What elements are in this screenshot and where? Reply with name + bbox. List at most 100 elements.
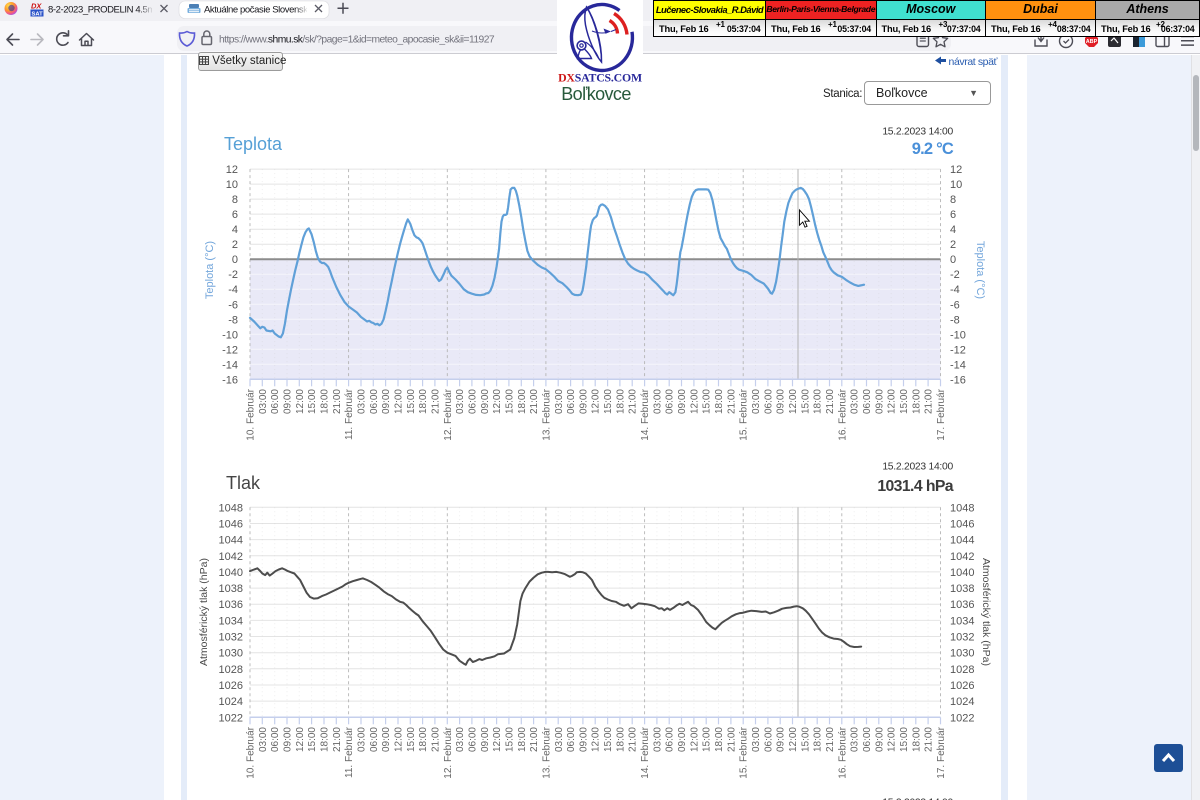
svg-text:03:00: 03:00 (258, 727, 269, 752)
svg-text:09:00: 09:00 (578, 727, 589, 752)
svg-text:1042: 1042 (219, 551, 243, 563)
svg-text:-12: -12 (950, 344, 966, 356)
svg-text:-6: -6 (950, 299, 960, 311)
svg-text:Aktuálne počasie Slovensko - t: Aktuálne počasie Slovensko - tabu (204, 5, 337, 16)
svg-text:18:00: 18:00 (714, 727, 725, 752)
svg-text:03:00: 03:00 (652, 727, 663, 752)
svg-text:11. Február: 11. Február (344, 388, 355, 440)
svg-text:18:00: 18:00 (714, 389, 725, 414)
svg-text:15. Február: 15. Február (739, 726, 750, 778)
svg-text:2: 2 (950, 239, 956, 251)
svg-text:09:00: 09:00 (776, 389, 787, 414)
svg-text:18:00: 18:00 (615, 389, 626, 414)
svg-text:14. Február: 14. Február (640, 388, 651, 440)
svg-text:14. Február: 14. Február (640, 726, 651, 778)
svg-text:12:00: 12:00 (788, 389, 799, 414)
svg-text:Teplota (°C): Teplota (°C) (974, 241, 986, 299)
svg-text:-16: -16 (222, 374, 238, 386)
svg-text:1032: 1032 (950, 632, 974, 644)
svg-text:https://www.shmu.sk/sk/?page=1: https://www.shmu.sk/sk/?page=1&id=meteo_… (219, 34, 495, 45)
svg-text:Teplota: Teplota (224, 134, 283, 154)
svg-text:15:00: 15:00 (702, 727, 713, 752)
svg-text:03:00: 03:00 (652, 389, 663, 414)
svg-text:-14: -14 (222, 359, 238, 371)
svg-text:10: 10 (226, 179, 238, 191)
svg-text:1048: 1048 (950, 502, 974, 514)
svg-text:03:00: 03:00 (455, 727, 466, 752)
svg-text:15:00: 15:00 (603, 389, 614, 414)
svg-text:13. Február: 13. Február (541, 726, 552, 778)
svg-text:2: 2 (232, 239, 238, 251)
svg-text:9.2 °C: 9.2 °C (912, 140, 954, 158)
svg-text:10. Február: 10. Február (246, 726, 257, 778)
svg-text:15:00: 15:00 (800, 727, 811, 752)
svg-text:09:00: 09:00 (480, 727, 491, 752)
svg-text:06:00: 06:00 (467, 389, 478, 414)
svg-text:Atmosférický tlak (hPa): Atmosférický tlak (hPa) (980, 558, 992, 666)
svg-text:03:00: 03:00 (554, 389, 565, 414)
svg-text:18:00: 18:00 (813, 727, 824, 752)
svg-text:1024: 1024 (950, 696, 974, 708)
svg-text:15.2.2023 14:00: 15.2.2023 14:00 (882, 127, 953, 138)
svg-text:06:00: 06:00 (566, 389, 577, 414)
svg-text:15:00: 15:00 (504, 389, 515, 414)
svg-text:03:00: 03:00 (751, 727, 762, 752)
svg-text:18:00: 18:00 (911, 727, 922, 752)
svg-text:09:00: 09:00 (283, 727, 294, 752)
svg-text:12:00: 12:00 (492, 389, 503, 414)
svg-text:1046: 1046 (950, 519, 974, 531)
svg-text:1026: 1026 (950, 680, 974, 692)
svg-text:1046: 1046 (219, 519, 243, 531)
svg-text:12:00: 12:00 (295, 727, 306, 752)
svg-text:1031.4 hPa: 1031.4 hPa (877, 478, 953, 495)
svg-text:15:00: 15:00 (307, 727, 318, 752)
svg-text:15:00: 15:00 (406, 389, 417, 414)
svg-text:06:00: 06:00 (665, 727, 676, 752)
svg-text:8: 8 (232, 194, 238, 206)
svg-text:12. Február: 12. Február (443, 388, 454, 440)
svg-text:1024: 1024 (219, 696, 243, 708)
svg-text:-2: -2 (950, 269, 960, 281)
svg-text:8-2-2023_PRODELIN 4.5m/PROVIN: 8-2-2023_PRODELIN 4.5m/PROVIN (48, 5, 192, 16)
svg-text:15:00: 15:00 (899, 389, 910, 414)
svg-text:21:00: 21:00 (430, 727, 441, 752)
svg-text:21:00: 21:00 (628, 389, 639, 414)
svg-text:21:00: 21:00 (825, 389, 836, 414)
svg-text:15:00: 15:00 (603, 727, 614, 752)
svg-text:06:00: 06:00 (862, 389, 873, 414)
svg-text:12. Február: 12. Február (443, 726, 454, 778)
svg-text:09:00: 09:00 (874, 389, 885, 414)
svg-text:03:00: 03:00 (357, 727, 368, 752)
svg-text:12:00: 12:00 (591, 727, 602, 752)
svg-text:15:00: 15:00 (406, 727, 417, 752)
svg-text:21:00: 21:00 (332, 389, 343, 414)
svg-text:18:00: 18:00 (615, 727, 626, 752)
svg-text:-4: -4 (228, 284, 238, 296)
svg-text:03:00: 03:00 (850, 727, 861, 752)
svg-text:Tlak: Tlak (226, 473, 261, 493)
svg-text:-4: -4 (950, 284, 960, 296)
svg-text:21:00: 21:00 (726, 727, 737, 752)
svg-text:18:00: 18:00 (911, 389, 922, 414)
svg-text:12:00: 12:00 (394, 389, 405, 414)
svg-text:15.2.2023 14:00: 15.2.2023 14:00 (882, 462, 953, 473)
svg-text:17. Február: 17. Február (936, 726, 947, 778)
svg-text:1028: 1028 (950, 664, 974, 676)
svg-text:06:00: 06:00 (270, 727, 281, 752)
svg-text:10. Február: 10. Február (246, 388, 257, 440)
svg-text:06:00: 06:00 (467, 727, 478, 752)
svg-text:1022: 1022 (219, 712, 243, 724)
svg-text:09:00: 09:00 (381, 389, 392, 414)
svg-text:09:00: 09:00 (480, 389, 491, 414)
svg-text:6: 6 (950, 209, 956, 221)
svg-text:21:00: 21:00 (332, 727, 343, 752)
svg-text:09:00: 09:00 (381, 727, 392, 752)
svg-text:03:00: 03:00 (850, 389, 861, 414)
svg-text:03:00: 03:00 (258, 389, 269, 414)
svg-text:03:00: 03:00 (554, 727, 565, 752)
svg-text:18:00: 18:00 (813, 389, 824, 414)
svg-text:06:00: 06:00 (763, 389, 774, 414)
svg-text:1044: 1044 (950, 535, 974, 547)
svg-text:-8: -8 (950, 314, 960, 326)
svg-text:10: 10 (950, 179, 962, 191)
